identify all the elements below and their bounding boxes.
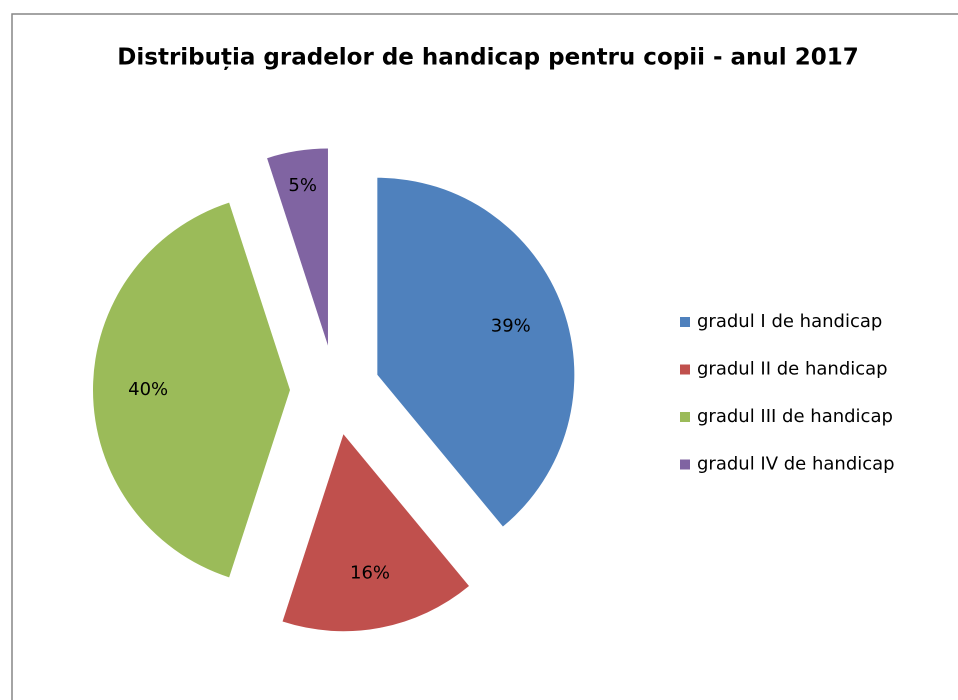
legend-label: gradul I de handicap	[697, 311, 882, 332]
data-label: 39%	[491, 316, 531, 337]
data-label: 5%	[288, 175, 317, 196]
pie-slice	[92, 202, 291, 578]
legend-label: gradul II de handicap	[697, 359, 888, 380]
legend-label: gradul IV de handicap	[697, 454, 895, 475]
legend-swatch	[680, 412, 690, 422]
chart-title: Distribuția gradelor de handicap pentru …	[117, 45, 858, 71]
pie-slice	[267, 148, 328, 346]
legend-swatch	[680, 364, 690, 375]
data-label: 40%	[128, 379, 168, 400]
pie-slice	[282, 434, 470, 632]
legend-swatch	[680, 459, 690, 470]
pie-slice	[377, 177, 575, 527]
legend-label: gradul III de handicap	[697, 406, 893, 427]
data-label: 16%	[350, 563, 390, 584]
legend-swatch	[680, 317, 690, 327]
